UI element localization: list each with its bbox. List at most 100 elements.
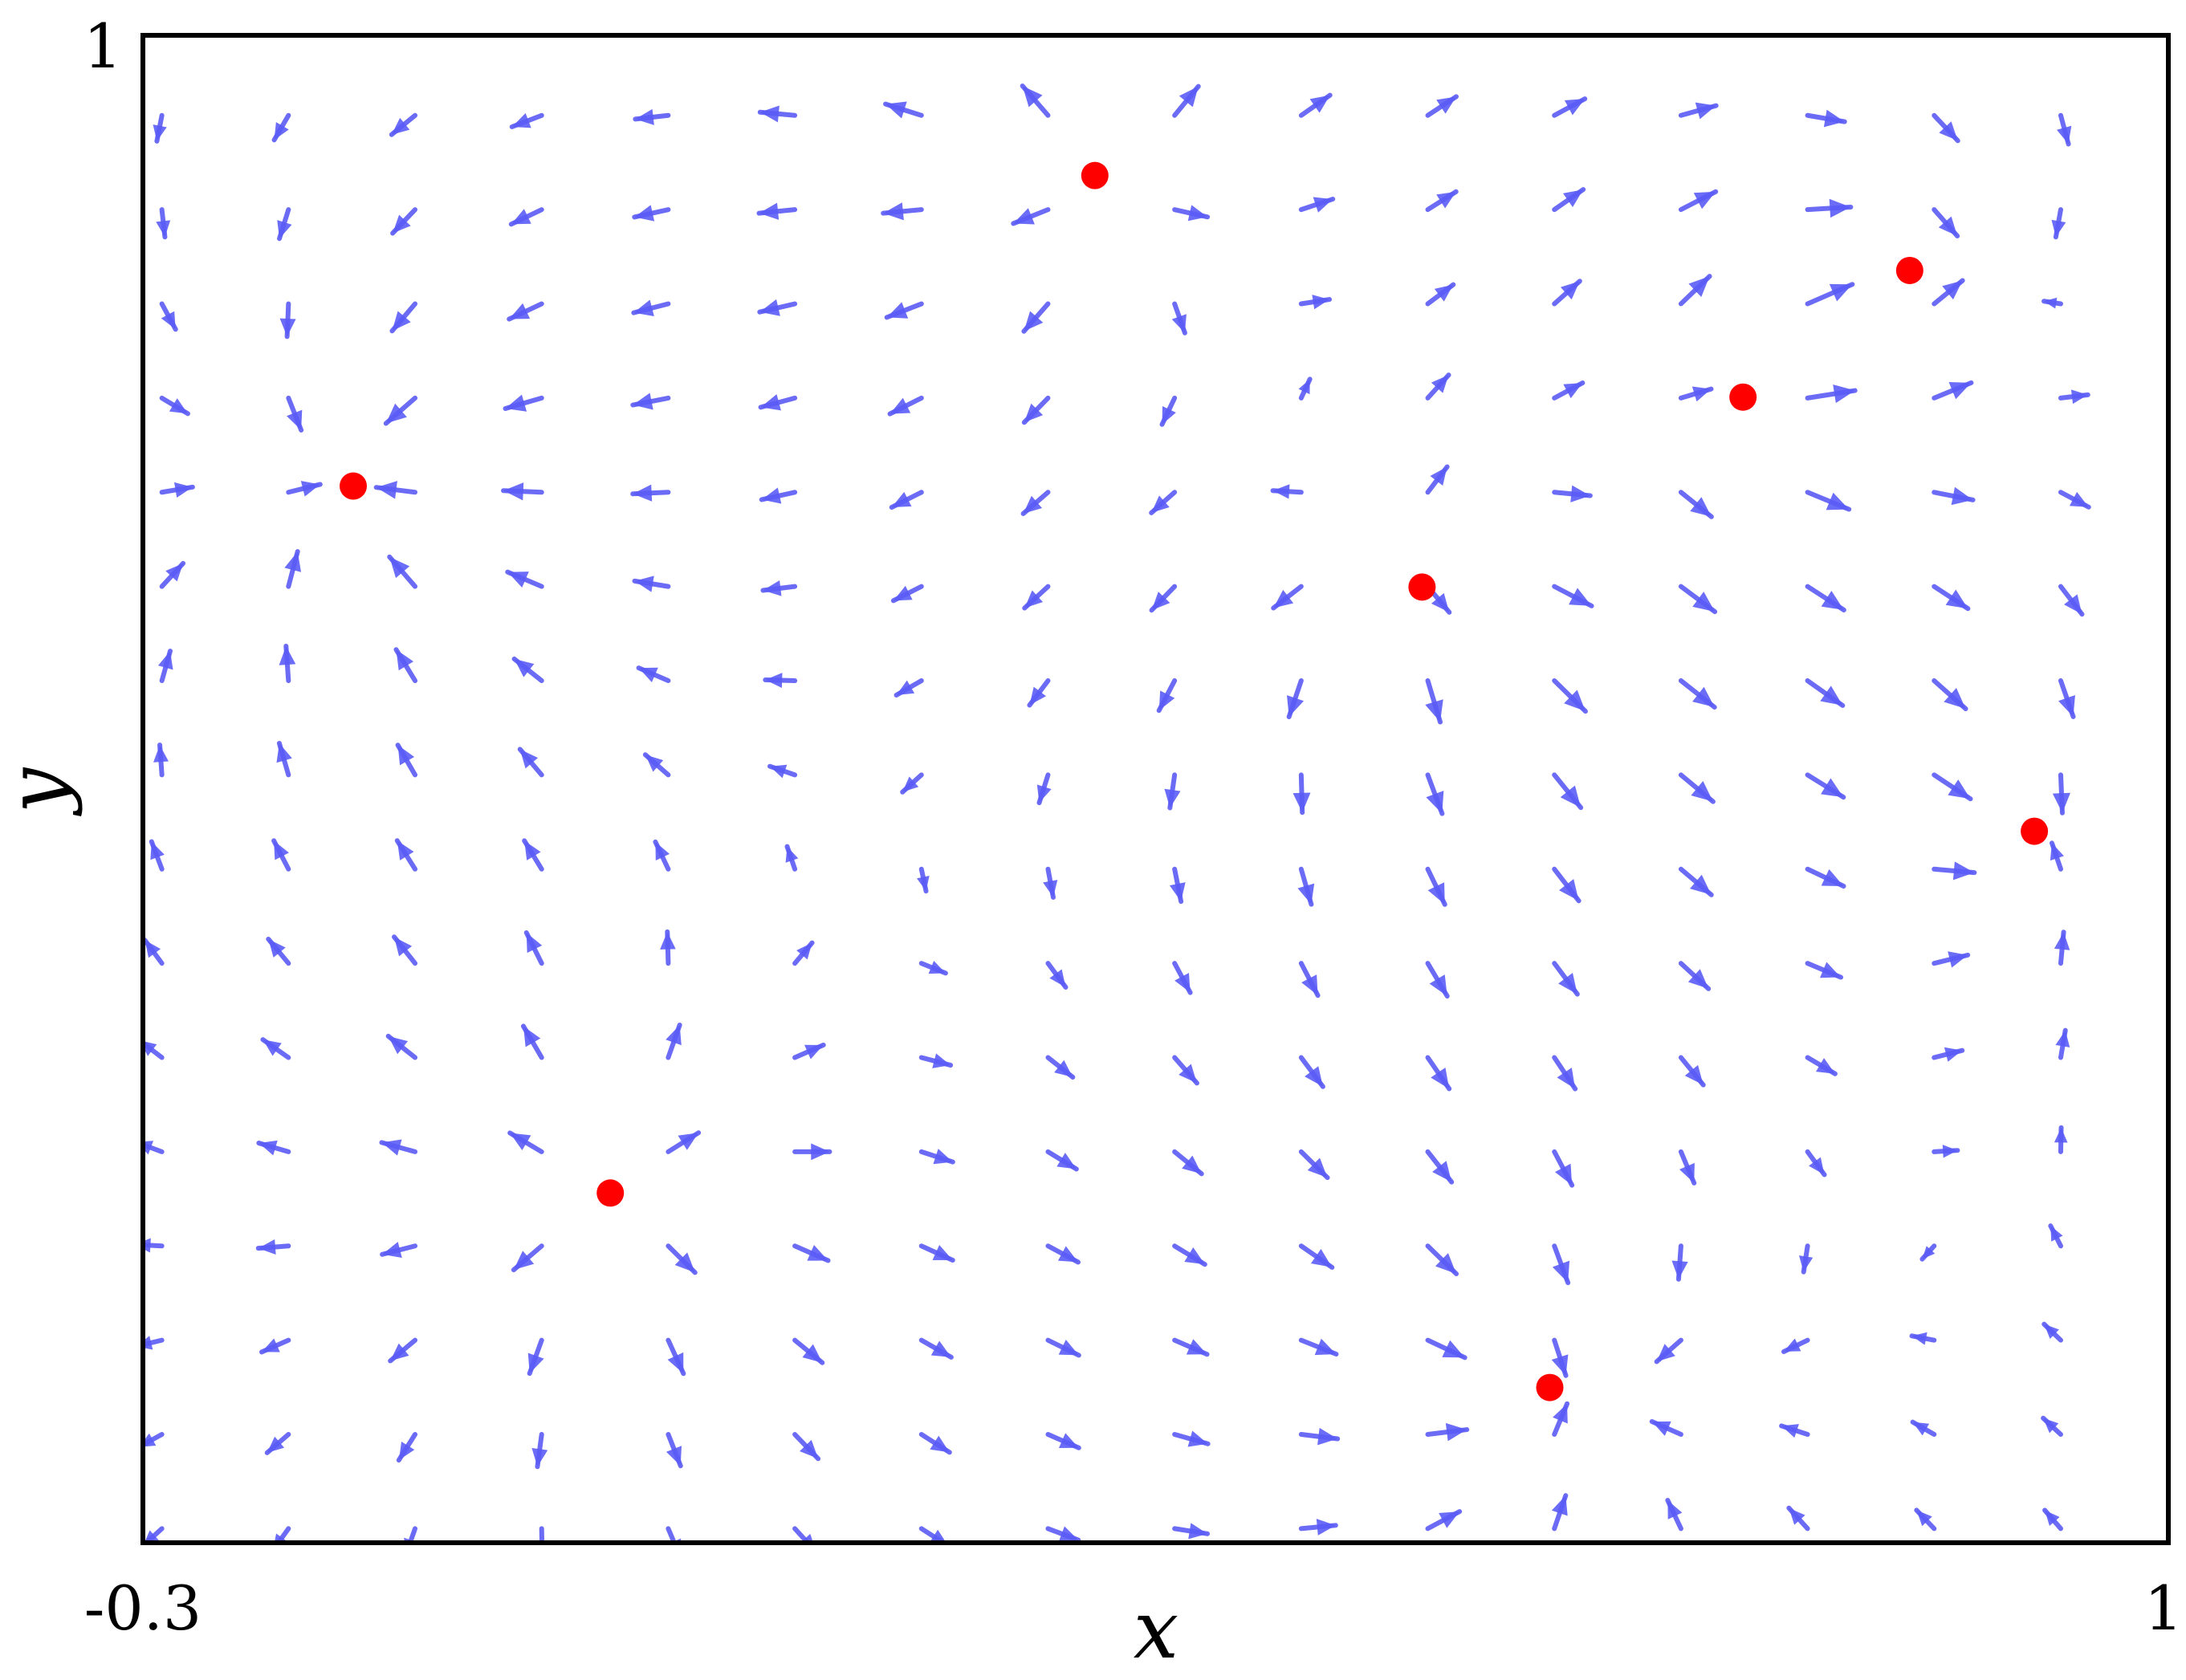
vector-arrow: [1678, 772, 1716, 804]
vector-arrow: [1298, 1055, 1325, 1089]
vector-arrow: [1021, 301, 1051, 334]
vector-arrow: [1425, 372, 1451, 401]
vector-arrow: [507, 1130, 544, 1154]
vector-arrow: [1678, 1149, 1697, 1186]
vector-arrow: [255, 1239, 291, 1255]
vector-arrow: [1297, 866, 1315, 907]
vector-arrow: [1425, 464, 1450, 495]
vector-arrow: [1045, 1337, 1081, 1358]
vector-arrow: [792, 1432, 821, 1462]
vector-field-arrows: [143, 83, 2091, 1543]
critical-point: [1729, 383, 1757, 411]
vector-arrow: [1027, 678, 1051, 708]
vector-arrow: [881, 202, 924, 221]
vector-arrow: [1045, 1149, 1079, 1172]
vector-arrow: [1425, 189, 1459, 213]
vector-arrow: [264, 1432, 291, 1455]
vector-arrow: [1671, 1243, 1688, 1282]
vector-arrow: [1678, 678, 1717, 710]
vector-arrow: [1298, 1243, 1335, 1270]
vector-arrow: [792, 940, 815, 966]
vector-arrow: [284, 549, 302, 589]
vector-arrow: [1011, 207, 1051, 226]
vector-arrow: [1298, 1519, 1338, 1536]
vector-arrow: [505, 569, 544, 589]
vector-arrow: [1552, 380, 1586, 401]
vector-arrow: [1425, 772, 1445, 816]
vector-arrow: [1022, 584, 1051, 611]
vector-arrow: [1425, 1422, 1470, 1442]
critical-point: [1536, 1373, 1564, 1401]
vector-arrow: [1156, 678, 1178, 714]
vector-arrow: [1779, 1423, 1810, 1438]
vector-arrow: [894, 678, 924, 698]
vector-arrow: [501, 482, 544, 501]
vector-arrow: [1172, 1149, 1204, 1177]
vector-arrow: [379, 1139, 418, 1156]
vector-arrow: [1552, 279, 1582, 307]
vector-arrow: [1552, 1055, 1578, 1092]
vector-arrow: [1551, 1493, 1569, 1532]
vector-arrow: [2055, 1027, 2070, 1060]
vector-arrow: [1045, 1055, 1076, 1080]
vector-arrow: [1919, 1243, 1937, 1262]
vector-arrow: [385, 1033, 418, 1060]
vector-arrow: [758, 394, 798, 411]
vector-arrow: [1932, 112, 1960, 144]
vector-arrow: [1678, 189, 1719, 213]
vector-arrow: [1425, 1337, 1468, 1361]
vector-arrow: [503, 394, 544, 412]
vector-arrow: [1425, 866, 1447, 907]
vector-arrow: [660, 929, 676, 966]
vector-arrow: [143, 1526, 165, 1543]
vector-arrow: [1298, 92, 1333, 118]
vector-arrow: [143, 1141, 165, 1155]
vector-arrow: [1551, 1337, 1569, 1378]
vector-arrow: [2057, 112, 2072, 147]
vector-arrow: [274, 1526, 291, 1543]
vector-arrow: [523, 929, 544, 966]
x-axis-label: x: [1134, 1583, 1178, 1677]
y-tick-label-max: 1: [83, 10, 122, 82]
vector-arrow: [508, 207, 544, 227]
vector-arrow: [394, 838, 418, 872]
vector-arrow: [1805, 1055, 1838, 1076]
vector-arrow: [276, 740, 292, 778]
vector-arrow: [630, 484, 671, 502]
vector-arrow: [1298, 961, 1321, 999]
plot-frame: [140, 33, 2171, 1545]
vector-arrow: [1552, 485, 1593, 502]
vector-arrow: [1678, 274, 1712, 307]
vector-arrow: [1805, 384, 1858, 404]
vector-arrow: [792, 1042, 826, 1060]
vector-arrow: [393, 647, 418, 684]
vector-arrow: [666, 1130, 702, 1154]
vector-arrow: [1786, 1505, 1810, 1532]
vector-arrow: [159, 560, 186, 589]
vector-arrow: [1678, 961, 1712, 991]
vector-arrow: [887, 395, 924, 417]
x-tick-label-min: -0.3: [84, 1572, 202, 1644]
vector-arrow: [631, 299, 671, 316]
vector-arrow: [149, 839, 165, 872]
vector-arrow: [1909, 1332, 1937, 1345]
vector-arrow: [1910, 1419, 1937, 1438]
vector-arrow: [392, 934, 418, 966]
vector-arrow: [1932, 951, 1971, 968]
vector-arrow: [918, 1337, 954, 1360]
vector-arrow: [256, 1140, 291, 1156]
vector-arrow: [792, 1143, 832, 1161]
critical-point: [596, 1179, 625, 1207]
vector-arrow: [2058, 584, 2085, 617]
vector-arrow: [389, 112, 418, 137]
vector-arrow: [271, 838, 291, 872]
vector-arrow: [666, 1243, 698, 1275]
vector-arrow: [1552, 1243, 1571, 1286]
vector-arrow: [1020, 490, 1051, 516]
vector-arrow: [517, 746, 544, 778]
vector-arrow: [143, 1238, 165, 1253]
vector-arrow: [2048, 1223, 2063, 1249]
vector-arrow: [918, 1053, 954, 1068]
vector-arrow: [1932, 584, 1971, 612]
vector-arrow: [279, 301, 296, 340]
